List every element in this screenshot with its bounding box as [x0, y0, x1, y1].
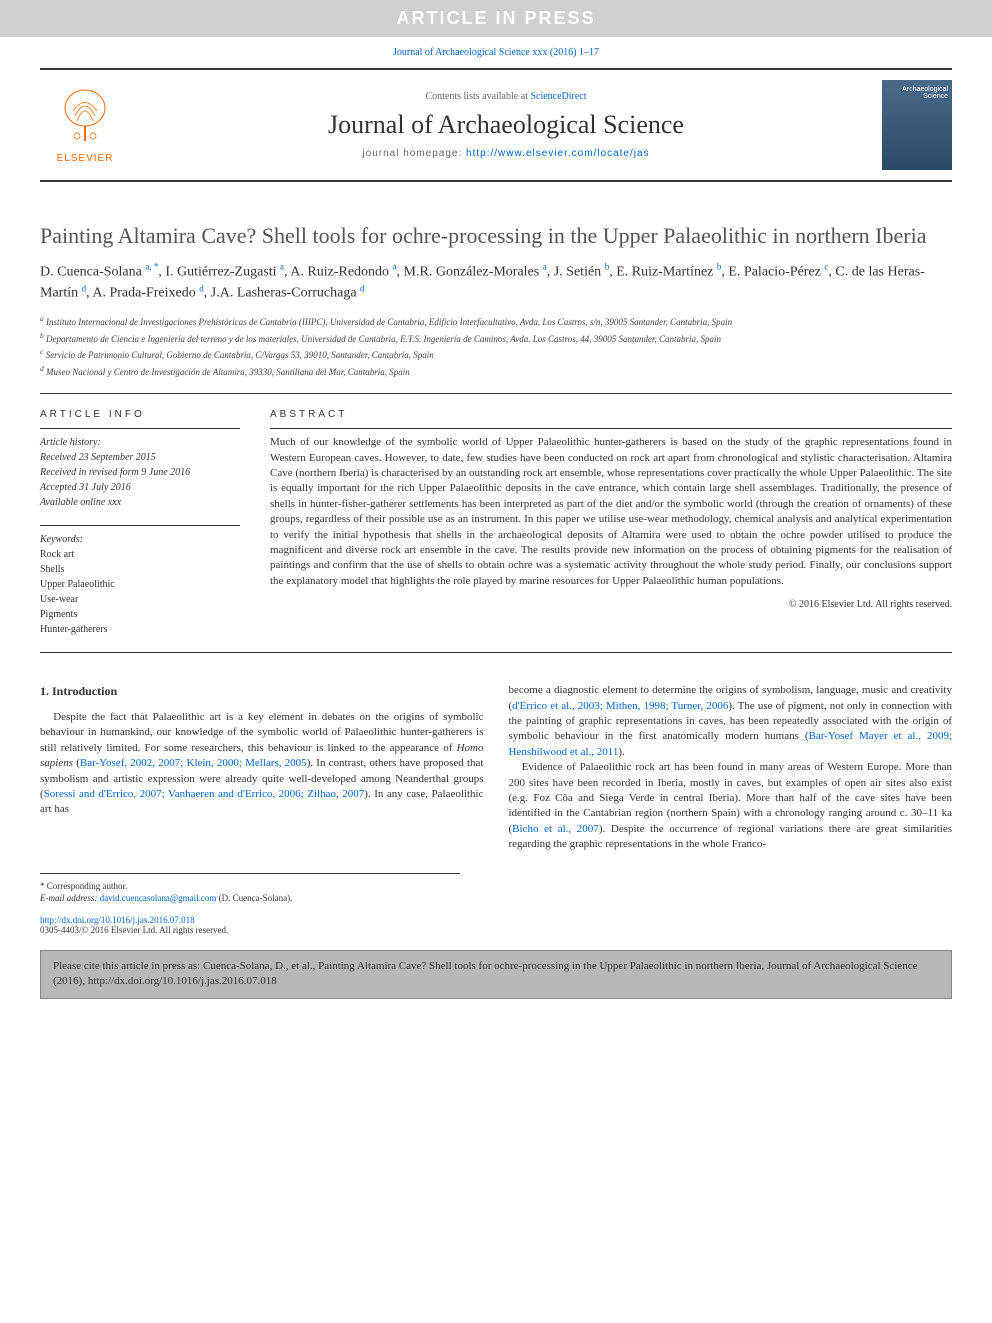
citation-link[interactable]: Soressi and d'Errico, 2007; Vanhaeren an… — [44, 788, 365, 800]
article-history: Article history: Received 23 September 2… — [40, 428, 240, 510]
citation-link[interactable]: Bicho et al., 2007 — [512, 823, 599, 835]
citation-link[interactable]: d'Errico et al., 2003; Mithen, 1998; Tur… — [512, 700, 728, 712]
contents-line: Contents lists available at ScienceDirec… — [130, 91, 882, 102]
homepage-label: journal homepage: — [362, 148, 466, 159]
abstract-heading: ABSTRACT — [270, 409, 952, 420]
keyword: Use-wear — [40, 592, 240, 607]
journal-title: Journal of Archaeological Science — [130, 110, 882, 140]
journal-cover-thumbnail: Archaeological Science — [882, 80, 952, 170]
homepage-line: journal homepage: http://www.elsevier.co… — [130, 148, 882, 159]
elsevier-logo: ELSEVIER — [40, 86, 130, 164]
divider — [40, 393, 952, 394]
affiliation-a: a Instituto Internacional de Investigaci… — [40, 314, 952, 329]
body-column-left: 1. Introduction Despite the fact that Pa… — [40, 683, 484, 852]
citation-link[interactable]: Bar-Yosef, 2002, 2007; Klein, 2000; Mell… — [80, 757, 307, 769]
cite-this-article-box: Please cite this article in press as: Cu… — [40, 950, 952, 999]
keywords-block: Keywords: Rock art Shells Upper Palaeoli… — [40, 525, 240, 637]
history-label: Article history: — [40, 435, 240, 450]
journal-reference: Journal of Archaeological Science xxx (2… — [0, 37, 992, 68]
accepted-date: Accepted 31 July 2016 — [40, 480, 240, 495]
article-title: Painting Altamira Cave? Shell tools for … — [40, 222, 952, 251]
email-line: E-mail address: david.cuencasolana@gmail… — [40, 892, 460, 905]
keyword: Shells — [40, 562, 240, 577]
issn-line: 0305-4403/© 2016 Elsevier Ltd. All right… — [40, 925, 952, 935]
affiliation-d: d Museo Nacional y Centro de Investigaci… — [40, 364, 952, 379]
keyword: Pigments — [40, 607, 240, 622]
received-date: Received 23 September 2015 — [40, 450, 240, 465]
cover-title: Archaeological Science — [882, 86, 948, 100]
sciencedirect-link[interactable]: ScienceDirect — [530, 91, 586, 102]
elsevier-tree-icon — [55, 86, 115, 146]
keyword: Upper Palaeolithic — [40, 577, 240, 592]
info-abstract-row: ARTICLE INFO Article history: Received 2… — [40, 409, 952, 637]
homepage-link[interactable]: http://www.elsevier.com/locate/jas — [466, 148, 650, 159]
header-center: Contents lists available at ScienceDirec… — [130, 91, 882, 159]
intro-paragraph-2: Evidence of Palaeolithic rock art has be… — [509, 760, 953, 852]
article-info-column: ARTICLE INFO Article history: Received 2… — [40, 409, 240, 637]
corresponding-author-footnote: * Corresponding author. E-mail address: … — [40, 873, 460, 905]
affiliations: a Instituto Internacional de Investigaci… — [40, 314, 952, 378]
affiliation-c: c Servicio de Patrimonio Cultural, Gobie… — [40, 347, 952, 362]
intro-paragraph-1-cont: become a diagnostic element to determine… — [509, 683, 953, 760]
corresponding-label: * Corresponding author. — [40, 880, 460, 893]
email-link[interactable]: david.cuencasolana@gmail.com — [100, 893, 217, 903]
article-in-press-banner: ARTICLE IN PRESS — [0, 0, 992, 37]
body-column-right: become a diagnostic element to determine… — [509, 683, 953, 852]
doi-link[interactable]: http://dx.doi.org/10.1016/j.jas.2016.07.… — [40, 915, 195, 925]
copyright-line: © 2016 Elsevier Ltd. All rights reserved… — [270, 599, 952, 610]
contents-prefix: Contents lists available at — [425, 91, 530, 102]
revised-date: Received in revised form 9 June 2016 — [40, 465, 240, 480]
affiliation-b: b Departamento de Ciencia e Ingeniería d… — [40, 331, 952, 346]
article-info-heading: ARTICLE INFO — [40, 409, 240, 420]
doi-block: http://dx.doi.org/10.1016/j.jas.2016.07.… — [40, 915, 952, 935]
body-columns: 1. Introduction Despite the fact that Pa… — [40, 683, 952, 852]
elsevier-label: ELSEVIER — [40, 153, 130, 164]
abstract-column: ABSTRACT Much of our knowledge of the sy… — [270, 409, 952, 637]
keyword: Rock art — [40, 547, 240, 562]
divider — [40, 652, 952, 653]
online-date: Available online xxx — [40, 495, 240, 510]
journal-header: ELSEVIER Contents lists available at Sci… — [40, 68, 952, 182]
keywords-label: Keywords: — [40, 532, 240, 547]
intro-paragraph-1: Despite the fact that Palaeolithic art i… — [40, 710, 484, 818]
authors-list: D. Cuenca-Solana a, *, I. Gutiérrez-Zuga… — [40, 261, 952, 304]
abstract-text: Much of our knowledge of the symbolic wo… — [270, 428, 952, 589]
section-1-title: 1. Introduction — [40, 683, 484, 700]
keyword: Hunter-gatherers — [40, 622, 240, 637]
journal-ref-link[interactable]: Journal of Archaeological Science xxx (2… — [393, 47, 599, 58]
